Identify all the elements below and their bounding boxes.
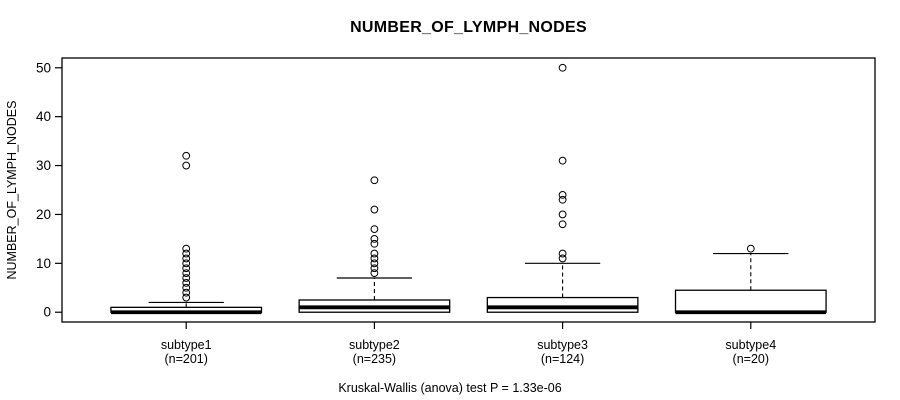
outlier-point	[182, 274, 191, 282]
group-name: subtype1	[160, 338, 212, 352]
outlier-point	[370, 225, 379, 234]
x-label-subtype4: subtype4 (n=20)	[725, 338, 776, 366]
outlier-point	[182, 293, 191, 302]
outlier-point	[370, 254, 379, 263]
group-name: subtype3	[537, 338, 588, 352]
outlier-point	[182, 244, 191, 253]
y-tick-label: 40	[36, 109, 51, 124]
outlier-point	[558, 210, 567, 219]
outlier-point	[558, 195, 567, 204]
outlier-point	[182, 259, 191, 268]
outlier-point	[558, 156, 567, 165]
outlier-point	[182, 249, 191, 258]
x-label-subtype3: subtype3 (n=124)	[537, 338, 588, 366]
x-label-subtype2: subtype2 (n=235)	[349, 338, 400, 366]
group-name: subtype4	[725, 338, 777, 352]
outlier-point	[370, 249, 379, 258]
y-tick-label: 30	[36, 158, 51, 173]
plot-border	[61, 57, 876, 323]
outlier-point	[558, 190, 567, 199]
outlier-point	[746, 244, 755, 253]
outlier-point	[182, 254, 191, 263]
outlier-point	[370, 264, 379, 273]
group-count: (n=235)	[352, 352, 397, 366]
chart-title: NUMBER_OF_LYMPH_NODES	[350, 19, 587, 36]
group-name: subtype2	[349, 338, 400, 352]
group-count: (n=201)	[164, 352, 208, 366]
y-tick-label: 10	[36, 256, 51, 271]
outlier-point	[182, 264, 191, 273]
outlier-point	[370, 239, 379, 248]
outlier-point	[182, 161, 191, 170]
outlier-point	[182, 283, 191, 292]
kruskal-wallis-note: Kruskal-Wallis (anova) test P = 1.33e-06	[338, 381, 562, 395]
group-count: (n=20)	[732, 352, 770, 366]
outlier-point	[558, 63, 567, 72]
outlier-point	[182, 151, 191, 160]
box-subtype4	[674, 289, 827, 313]
outlier-point	[370, 176, 379, 185]
outlier-point	[370, 269, 379, 278]
outlier-point	[182, 278, 191, 287]
outlier-point	[558, 249, 567, 258]
outlier-point	[370, 259, 379, 268]
group-count: (n=124)	[540, 352, 585, 366]
outlier-point	[370, 234, 379, 243]
box-subtype3	[486, 296, 639, 313]
outlier-point	[558, 220, 567, 229]
x-label-subtype1: subtype1 (n=201)	[161, 338, 212, 366]
outlier-point	[558, 254, 567, 263]
outlier-point	[182, 269, 191, 278]
y-tick-label: 50	[36, 60, 51, 75]
outlier-point	[182, 288, 191, 297]
outlier-point	[370, 205, 379, 214]
y-tick-label: 20	[36, 207, 51, 222]
y-tick-label: 0	[43, 305, 51, 320]
